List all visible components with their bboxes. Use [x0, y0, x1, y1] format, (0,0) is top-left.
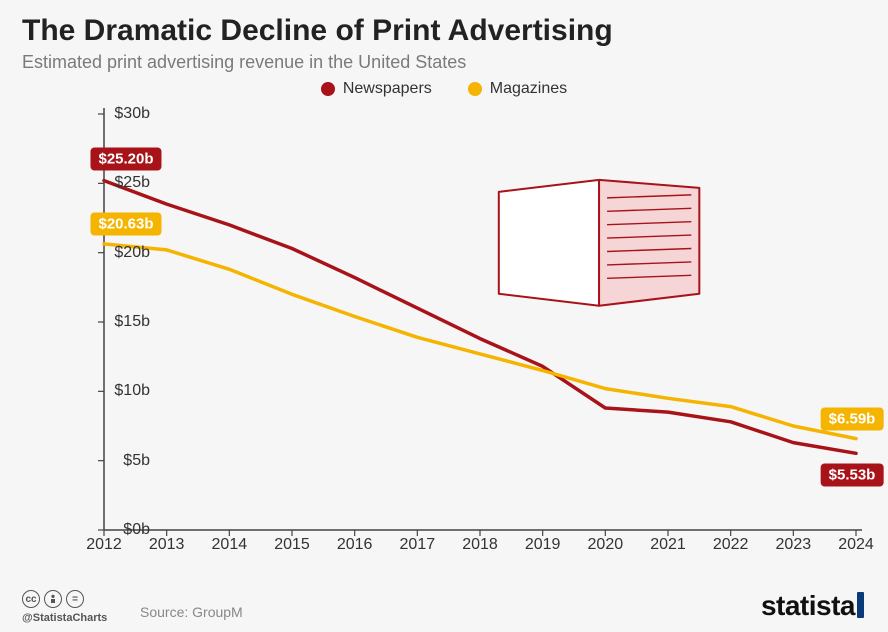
line-chart	[0, 0, 888, 632]
series-newspapers	[104, 181, 856, 454]
statista-handle: @StatistaCharts	[22, 612, 107, 624]
cc-icon: cc	[22, 590, 40, 608]
cc-nd-icon: =	[66, 590, 84, 608]
statista-logo-text: statista	[761, 590, 855, 621]
statista-logo-mark	[857, 592, 864, 618]
footer: cc = @StatistaCharts Source: GroupM stat…	[0, 580, 888, 632]
cc-by-icon	[44, 590, 62, 608]
cc-license-icons: cc =	[22, 590, 84, 608]
statista-logo: statista	[761, 590, 864, 622]
open-book-icon	[499, 180, 700, 306]
source-label: Source: GroupM	[140, 604, 243, 620]
series-magazines	[104, 244, 856, 439]
